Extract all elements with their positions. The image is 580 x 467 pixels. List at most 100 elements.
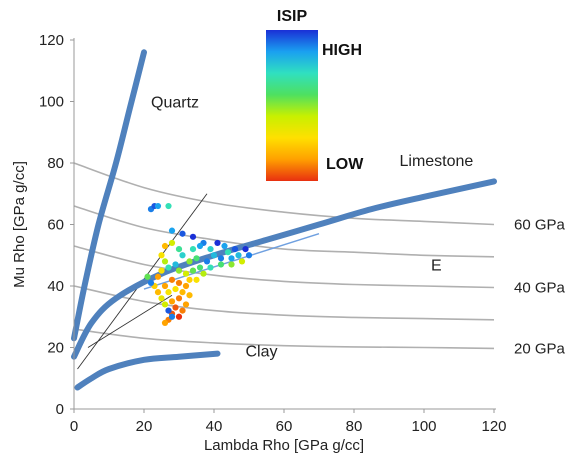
y-tick-label: 40 <box>47 278 64 295</box>
data-point-23 <box>168 239 176 247</box>
data-point-4 <box>165 202 172 210</box>
data-point-54 <box>175 313 183 320</box>
modulus-contour-2 <box>73 205 495 258</box>
data-point-3 <box>154 202 162 210</box>
annotation-quartz: Quartz <box>151 95 199 112</box>
data-point-30 <box>182 270 190 277</box>
data-point-43 <box>165 289 172 296</box>
data-point-28 <box>158 267 165 274</box>
data-point-27 <box>165 264 172 271</box>
data-point-13 <box>245 252 253 259</box>
data-point-15 <box>224 249 232 256</box>
data-point-31 <box>189 267 197 274</box>
data-point-69 <box>186 276 193 283</box>
lithology-line-quartz <box>71 49 147 342</box>
x-tick-label: 60 <box>276 418 293 435</box>
data-point-35 <box>228 261 235 268</box>
data-point-65 <box>196 242 204 250</box>
annotation-e: E <box>431 258 442 275</box>
annotation-clay: Clay <box>246 344 278 361</box>
modulus-contour-3 <box>73 245 495 289</box>
lithology-line-clay <box>74 350 221 391</box>
data-point-59 <box>147 279 155 287</box>
data-point-63 <box>200 270 207 277</box>
y-tick-label: 0 <box>56 401 64 418</box>
data-point-67 <box>217 255 225 262</box>
data-point-36 <box>238 258 246 265</box>
data-point-42 <box>182 282 190 290</box>
data-point-11 <box>231 246 239 253</box>
data-point-20 <box>179 252 186 259</box>
data-point-39 <box>161 282 169 290</box>
data-point-6 <box>179 230 186 237</box>
data-point-53 <box>161 319 169 326</box>
data-point-38 <box>154 289 162 296</box>
x-tick-label: 20 <box>136 418 153 435</box>
data-point-68 <box>228 255 235 262</box>
data-point-16 <box>210 252 218 259</box>
data-point-57 <box>165 307 172 314</box>
modulus-contour-1 <box>73 162 495 226</box>
contour-label-5: 20 GPa <box>514 340 566 357</box>
y-axis-label: Mu Rho [GPa g/cc] <box>11 161 28 288</box>
colorbar-low-label: LOW <box>326 156 364 173</box>
y-tick-label: 80 <box>47 155 64 172</box>
data-point-58 <box>168 313 176 320</box>
data-point-5 <box>168 227 176 234</box>
data-point-61 <box>154 273 162 280</box>
data-point-48 <box>179 289 186 296</box>
data-point-45 <box>161 301 169 308</box>
data-point-41 <box>175 279 183 287</box>
data-point-34 <box>217 261 225 268</box>
data-point-24 <box>161 242 169 250</box>
modulus-contour-5 <box>73 328 495 350</box>
data-point-22 <box>175 246 183 253</box>
data-point-46 <box>168 298 176 305</box>
data-point-50 <box>179 307 186 314</box>
x-tick-label: 40 <box>206 418 223 435</box>
data-point-33 <box>207 264 214 271</box>
data-point-70 <box>172 285 179 293</box>
data-point-18 <box>193 255 200 262</box>
modulus-contour-4 <box>73 285 495 321</box>
isip-colorbar <box>266 30 318 181</box>
y-tick-label: 20 <box>47 340 64 357</box>
data-point-64 <box>189 246 197 253</box>
x-tick-label: 0 <box>70 418 78 435</box>
contour-label-3: 40 GPa <box>514 280 566 297</box>
trend-line-2 <box>87 294 173 348</box>
y-tick-label: 120 <box>39 32 64 49</box>
data-point-9 <box>214 239 221 247</box>
data-point-25 <box>158 252 165 259</box>
x-tick-label: 120 <box>481 418 506 435</box>
data-point-7 <box>189 233 197 240</box>
data-point-49 <box>172 304 179 311</box>
data-point-12 <box>242 246 249 253</box>
data-point-66 <box>207 246 214 253</box>
contour-label-1: 60 GPa <box>514 217 566 234</box>
y-tick-label: 100 <box>39 94 64 111</box>
y-tick-label: 60 <box>47 217 64 234</box>
data-point-47 <box>175 295 183 302</box>
data-point-40 <box>168 276 176 283</box>
data-point-56 <box>186 292 193 299</box>
data-point-29 <box>175 267 183 274</box>
data-point-44 <box>158 295 165 302</box>
x-axis-label: Lambda Rho [GPa g/cc] <box>204 437 364 454</box>
x-tick-label: 80 <box>346 418 363 435</box>
data-point-26 <box>161 258 169 265</box>
data-point-55 <box>182 301 190 308</box>
x-tick-label: 100 <box>411 418 436 435</box>
annotation-limestone: Limestone <box>400 153 474 170</box>
data-point-21 <box>172 261 179 268</box>
data-point-60 <box>144 273 151 280</box>
data-point-62 <box>193 276 200 283</box>
data-point-32 <box>196 264 204 271</box>
data-point-10 <box>221 242 228 250</box>
colorbar-high-label: HIGH <box>322 42 362 59</box>
lithology-line-limestone <box>71 178 497 360</box>
data-point-19 <box>186 258 193 265</box>
colorbar-title: ISIP <box>277 8 308 25</box>
